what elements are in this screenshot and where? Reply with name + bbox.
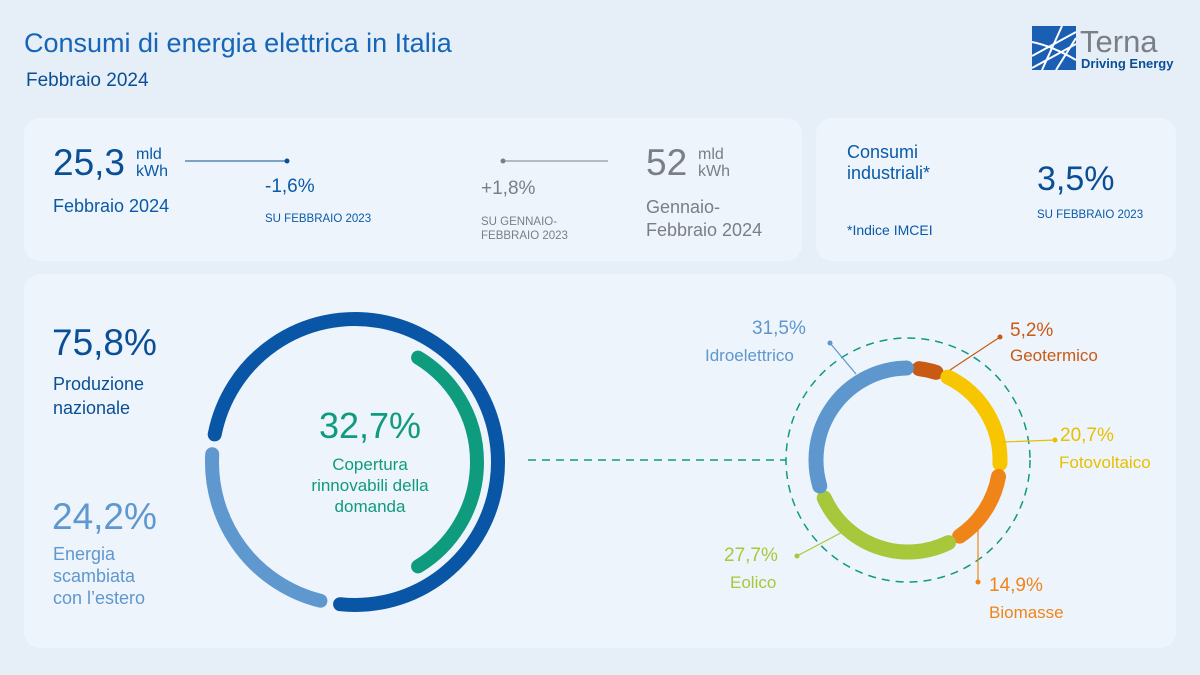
logo-wordmark: Terna <box>1080 24 1158 59</box>
ytd-label: Gennaio- Febbraio 2024 <box>646 197 763 240</box>
donut-slice-import <box>205 447 328 608</box>
month-unit: mld kWh <box>136 146 168 180</box>
month-value: 25,3 <box>53 142 126 183</box>
renewables-label: Copertura rinnovabili della domanda <box>311 455 429 516</box>
geo-label: Geotermico <box>1010 346 1098 365</box>
connector-line <box>500 158 608 164</box>
page-subtitle: Febbraio 2024 <box>26 70 149 91</box>
renewables-outline <box>785 337 1031 583</box>
donut-slice-wind <box>816 490 957 560</box>
terna-logo-icon <box>1032 26 1076 70</box>
industrial-label: Consumi industriali* <box>847 142 931 183</box>
consumption-card <box>24 118 802 261</box>
wind-label: Eolico <box>730 573 777 592</box>
biomass-label: Biomasse <box>989 603 1064 622</box>
solar-label: Fotovoltaico <box>1059 453 1151 472</box>
biomass-value: 14,9% <box>989 575 1043 596</box>
leader-line-geothermal <box>949 336 1001 371</box>
donut-slice-biomass <box>952 468 1007 544</box>
ytd-change-label: SU GENNAIO- FEBBRAIO 2023 <box>481 216 568 242</box>
leader-dot-geothermal <box>997 334 1003 340</box>
connector-line <box>185 158 290 164</box>
leader-line-wind <box>796 526 853 557</box>
industrial-note: *Indice IMCEI <box>847 222 933 238</box>
donut-slice-national <box>207 312 505 612</box>
leader-dot-biomass <box>975 579 981 585</box>
industrial-change-label: SU FEBBRAIO 2023 <box>1037 209 1144 221</box>
geo-value: 5,2% <box>1010 320 1054 341</box>
national-label: Produzione nazionale <box>53 374 145 418</box>
solar-value: 20,7% <box>1060 425 1114 446</box>
wind-value: 27,7% <box>724 545 778 566</box>
hydro-label: Idroelettrico <box>705 346 794 365</box>
donut-slice-geothermal <box>911 361 944 380</box>
leader-dot-solar <box>1052 437 1058 443</box>
national-value: 75,8% <box>52 322 157 363</box>
leader-line-hydro <box>829 342 857 375</box>
leader-dot-wind <box>794 553 800 559</box>
leader-line-solar <box>1002 439 1056 443</box>
month-change: -1,6% <box>265 176 315 197</box>
donut-slice-solar <box>940 369 1008 472</box>
ytd-value: 52 <box>646 142 688 183</box>
industrial-value: 3,5% <box>1037 160 1115 198</box>
page-title: Consumi di energia elettrica in Italia <box>24 28 452 58</box>
month-change-label: SU FEBBRAIO 2023 <box>265 213 372 225</box>
leader-dot-hydro <box>827 340 833 346</box>
ytd-unit: mld kWh <box>698 146 730 180</box>
logo-tagline: Driving Energy <box>1081 56 1174 71</box>
donut-arc-renewables <box>411 350 484 574</box>
import-label: Energia scambiata con l’estero <box>53 544 146 608</box>
ytd-change: +1,8% <box>481 178 536 199</box>
renewables-value: 32,7% <box>318 405 422 446</box>
import-value: 24,2% <box>52 496 157 537</box>
hydro-value: 31,5% <box>752 318 806 339</box>
donut-slice-hydro <box>808 360 914 494</box>
industrial-card <box>816 118 1176 261</box>
month-label: Febbraio 2024 <box>53 196 170 216</box>
